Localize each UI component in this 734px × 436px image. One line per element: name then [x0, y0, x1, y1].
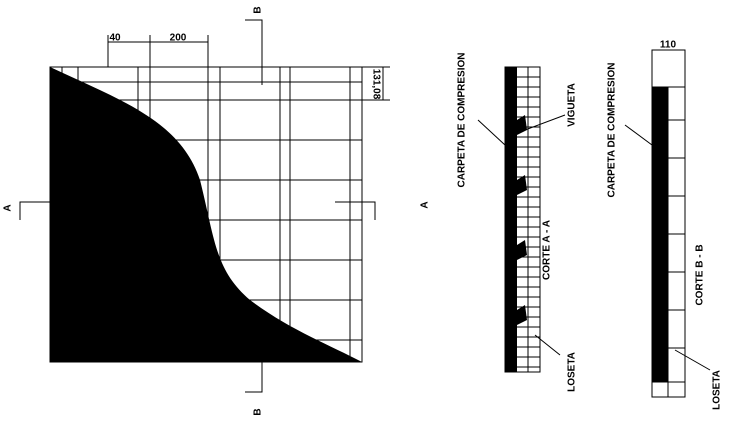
hatch-fill [50, 67, 362, 362]
cut-lines [19, 19, 376, 393]
dim-label: 40 [109, 33, 121, 44]
dimensions [107, 35, 390, 101]
label: VIGUETA [567, 83, 578, 127]
section-title: CORTE B - B [695, 244, 706, 305]
section-mark: B [253, 408, 264, 415]
section-mark: A [3, 204, 14, 211]
label: CARPETA DE COMPRESION [457, 52, 468, 187]
dim-label: 110 [660, 40, 677, 51]
label: CARPETA DE COMPRESION [607, 62, 618, 197]
section-aa: CARPETA DE COMPRESION VIGUETA CORTE A - … [457, 52, 578, 391]
label: LOSETA [712, 370, 723, 410]
section-bb: 110 CARPETA DE COMPRESION CORTE B - B LO… [607, 40, 723, 410]
dim-label: 200 [170, 33, 187, 44]
section-mark: B [253, 6, 264, 13]
section-title: CORTE A - A [542, 220, 553, 280]
section-mark: A [420, 201, 431, 208]
dim-label: 131,08 [370, 69, 381, 100]
plan-view: 40 200 131,08 B B A A [3, 6, 431, 415]
label: LOSETA [567, 352, 578, 392]
